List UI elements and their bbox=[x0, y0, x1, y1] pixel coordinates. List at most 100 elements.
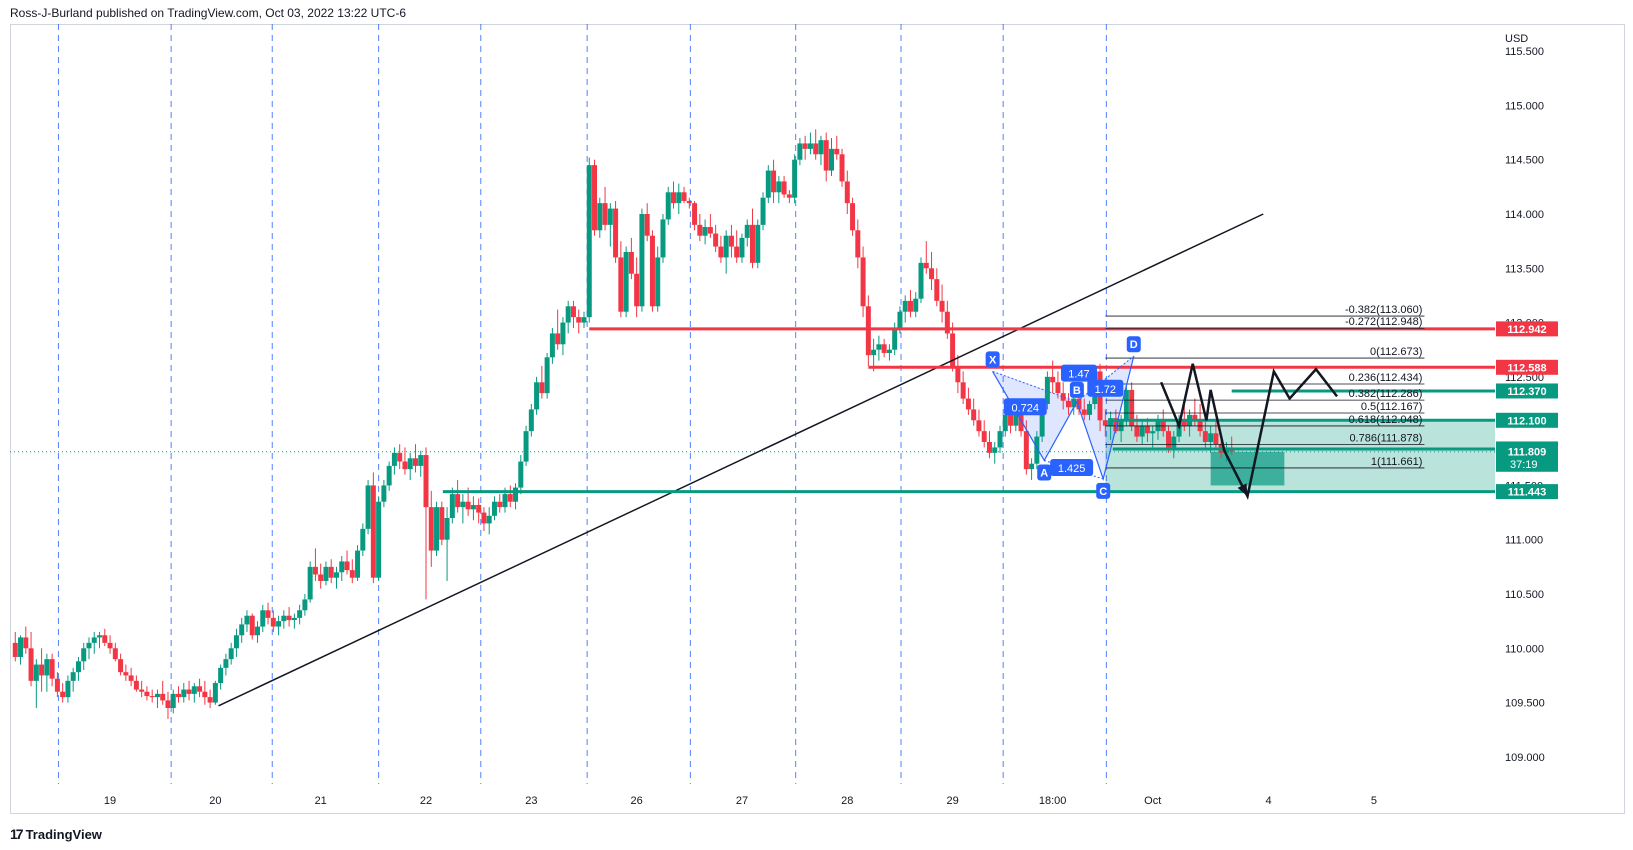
candle-body-up bbox=[565, 306, 571, 323]
candle-body-down bbox=[312, 566, 318, 575]
candle-body-up bbox=[86, 642, 92, 649]
published-header: Ross-J-Burland published on TradingView.… bbox=[10, 6, 406, 20]
candle-body-up bbox=[660, 219, 666, 258]
candle-body-down bbox=[1060, 393, 1066, 401]
candle-body-up bbox=[302, 599, 308, 611]
candle-body-down bbox=[149, 696, 155, 698]
candle-body-up bbox=[470, 504, 476, 510]
candle-body-up bbox=[33, 664, 39, 681]
candle-body-down bbox=[165, 700, 171, 708]
candle-body-down bbox=[834, 148, 840, 155]
candle-body-up bbox=[97, 635, 103, 638]
candle-body-up bbox=[902, 300, 908, 312]
candle-body-down bbox=[497, 501, 503, 508]
candle-body-up bbox=[418, 455, 424, 466]
candle-body-down bbox=[428, 507, 434, 551]
candle-body-down bbox=[728, 235, 734, 247]
candle-body-up bbox=[434, 507, 440, 551]
price-tick-label: 114.000 bbox=[1505, 209, 1544, 221]
candle-body-down bbox=[707, 227, 713, 234]
time-tick-label: 22 bbox=[420, 795, 432, 807]
candle-body-up bbox=[871, 349, 877, 356]
harmonic-ratio-label: 1.47 bbox=[1068, 369, 1089, 381]
candle-body-down bbox=[402, 461, 408, 470]
price-tick-label: 113.500 bbox=[1505, 263, 1544, 275]
candle-body-up bbox=[291, 617, 297, 621]
candle-body-down bbox=[455, 494, 461, 508]
time-tick-label: 4 bbox=[1266, 795, 1272, 807]
price-tick-label: 112.500 bbox=[1505, 372, 1544, 384]
candle-body-down bbox=[270, 617, 276, 627]
candle-body-up bbox=[449, 494, 455, 518]
candle-body-down bbox=[644, 214, 650, 236]
candle-body-down bbox=[539, 382, 545, 394]
candlestick-series bbox=[12, 129, 1235, 719]
candle-body-up bbox=[523, 431, 529, 462]
fib-level-label: 0.236(112.434) bbox=[1349, 372, 1423, 384]
candle-body-down bbox=[971, 409, 977, 421]
tradingview-logo-text: TradingView bbox=[25, 826, 102, 842]
candle-body-down bbox=[981, 431, 987, 442]
candle-body-down bbox=[923, 262, 929, 269]
price-chart[interactable]: -0.382(113.060)-0.272(112.948) 0(112.673)… bbox=[10, 24, 1625, 814]
candle-body-up bbox=[607, 208, 613, 225]
candle-body-up bbox=[828, 148, 834, 171]
candle-body-down bbox=[955, 366, 961, 383]
candle-body-up bbox=[1087, 404, 1093, 415]
candle-body-down bbox=[686, 200, 692, 204]
time-tick-label: 26 bbox=[631, 795, 643, 807]
candle-body-down bbox=[671, 192, 677, 204]
candle-body-up bbox=[228, 648, 234, 660]
time-axis[interactable]: 19 20 21 22 23 26 27 28 29 18:00 Oct 4 5 bbox=[104, 795, 1377, 807]
candle-body-down bbox=[476, 504, 482, 513]
candle-body-up bbox=[544, 357, 550, 394]
projected-price-path bbox=[1159, 363, 1339, 501]
candle-body-down bbox=[507, 494, 513, 502]
currency-label: USD bbox=[1505, 33, 1528, 45]
candle-body-down bbox=[713, 233, 719, 247]
candle-body-down bbox=[965, 398, 971, 410]
candle-body-up bbox=[586, 165, 592, 318]
candle-body-up bbox=[1108, 418, 1114, 426]
candle-body-down bbox=[1134, 425, 1140, 437]
time-tick-label: 19 bbox=[104, 795, 116, 807]
price-tick-label: 115.000 bbox=[1505, 100, 1544, 112]
candle-body-down bbox=[844, 181, 850, 204]
harmonic-point-badge bbox=[1069, 381, 1084, 398]
price-tick-label: 110.500 bbox=[1505, 589, 1544, 601]
candle-body-down bbox=[628, 252, 634, 274]
drawing-tools[interactable]: -0.382(113.060)-0.272(112.948) 0(112.673)… bbox=[218, 213, 1495, 707]
candle-body-up bbox=[444, 518, 450, 540]
harmonic-point-badge bbox=[1096, 482, 1111, 499]
time-tick-label: Oct bbox=[1144, 795, 1161, 807]
candle-body-up bbox=[918, 262, 924, 299]
price-badge-label: 112.100 bbox=[1507, 415, 1546, 427]
candle-body-up bbox=[91, 637, 97, 643]
harmonic-ratio-label: 1.72 bbox=[1095, 384, 1116, 396]
tradingview-logo[interactable]: 17 TradingView bbox=[10, 826, 102, 842]
candle-body-down bbox=[960, 382, 966, 399]
candle-body-down bbox=[860, 257, 866, 307]
harmonic-ratio-line bbox=[1076, 355, 1135, 403]
candle-body-up bbox=[513, 487, 519, 502]
candle-body-up bbox=[886, 349, 892, 353]
candle-body-up bbox=[1039, 404, 1045, 437]
candle-body-up bbox=[892, 328, 898, 350]
fib-level-label: 1(111.661) bbox=[1371, 456, 1423, 468]
candle-body-down bbox=[718, 246, 724, 258]
price-tick-label: 110.000 bbox=[1505, 643, 1544, 655]
candle-body-up bbox=[992, 447, 998, 453]
candle-body-up bbox=[1139, 425, 1145, 437]
candle-body-up bbox=[1013, 411, 1019, 426]
candle-body-down bbox=[1023, 431, 1029, 470]
candle-body-down bbox=[555, 333, 561, 345]
price-tick-label: 109.000 bbox=[1505, 752, 1545, 764]
candle-body-up bbox=[1150, 431, 1156, 434]
harmonic-point-badge bbox=[1126, 336, 1141, 353]
candle-body-down bbox=[1213, 433, 1219, 445]
fib-level-label: -0.272(112.948) bbox=[1345, 316, 1422, 328]
candle-body-down bbox=[881, 344, 887, 353]
candle-body-up bbox=[723, 235, 729, 258]
candle-body-down bbox=[1181, 420, 1187, 426]
candle-body-down bbox=[929, 268, 935, 280]
